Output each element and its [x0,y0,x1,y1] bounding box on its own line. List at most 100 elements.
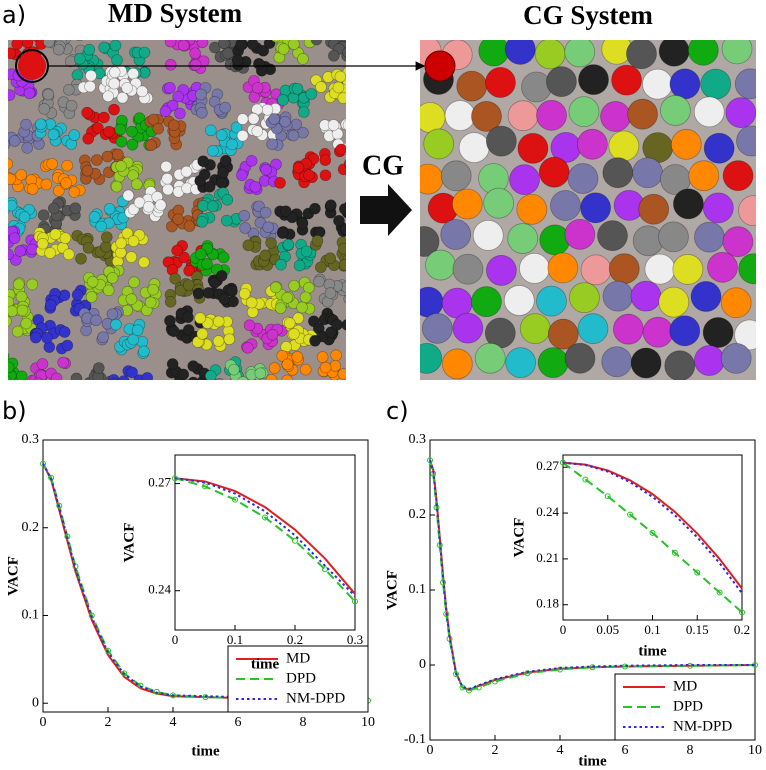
atom [303,281,315,294]
atom [261,103,274,116]
atom [62,248,75,261]
atom [0,357,5,368]
atom [200,381,211,392]
bead [670,128,702,160]
bead [690,281,722,312]
atom [106,308,119,320]
atom [174,107,186,120]
atom [95,220,107,233]
y-tick-label: 0.1 [409,582,427,597]
atom [8,135,21,147]
atom [100,231,113,243]
atom [196,328,209,340]
marker [88,612,95,619]
atom [94,385,105,396]
atom [230,121,243,134]
atom [345,294,346,300]
atom [296,301,308,314]
series-line [174,477,356,595]
atom [350,372,361,383]
atom [96,382,107,393]
atom [0,309,7,320]
md-snapshot [0,35,361,398]
atom [168,325,180,338]
atom [145,139,157,152]
atom [259,206,272,219]
atom [23,87,36,100]
bead [580,192,611,224]
atom [102,90,114,103]
bead [576,128,608,160]
atom [131,387,142,398]
atom [46,158,58,170]
marker [453,671,459,677]
atom [185,384,196,395]
bead [638,193,670,225]
atom [223,333,236,346]
atom [187,360,200,372]
atom [125,293,138,306]
y-axis-label: VACF [5,556,21,596]
legend-label: NM-DPD [286,690,345,706]
atom [346,35,357,46]
atom [319,169,332,182]
atom [347,285,358,296]
atom [281,374,293,380]
x-tick-label: 2 [492,743,499,758]
bead [472,219,504,251]
marker [352,598,358,605]
atom [340,223,346,235]
atom [18,211,31,223]
atom [276,227,289,239]
atom [299,291,312,304]
bead [564,342,596,374]
atom [152,122,165,135]
bead [630,347,662,379]
atom [76,40,83,42]
bead [516,193,548,225]
marker [40,460,46,467]
atom [132,381,143,392]
atom [240,378,250,380]
bead [471,100,502,132]
atom [75,252,87,265]
bead [441,348,473,380]
atom [127,235,140,247]
highlight-atoms [18,52,46,80]
y-tick-label: 0.3 [22,432,40,447]
atom [40,178,53,191]
atom [8,248,14,261]
bead [547,318,579,350]
atom [15,169,28,181]
atom [222,47,234,60]
atom [172,90,184,103]
atom [8,169,10,178]
atom [11,325,24,338]
marker [440,579,446,586]
atom [197,155,209,168]
atom [288,279,300,292]
atom [36,237,49,250]
atom [8,232,21,244]
atom [277,94,289,106]
atom [122,189,135,202]
atom [8,315,12,327]
atom [334,70,346,83]
x-tick-label: 0.1 [644,622,660,637]
bead [452,253,484,285]
atom [8,173,17,185]
bead [611,64,642,96]
bead [602,157,634,189]
bead [694,221,725,253]
atom [293,259,306,272]
bead [420,342,443,374]
atom [180,165,193,178]
cg-arrow [360,184,412,236]
atom [50,372,63,380]
atom [0,302,8,313]
atom [217,166,229,179]
atom [315,261,327,274]
atom [98,41,110,54]
atom [189,58,202,71]
